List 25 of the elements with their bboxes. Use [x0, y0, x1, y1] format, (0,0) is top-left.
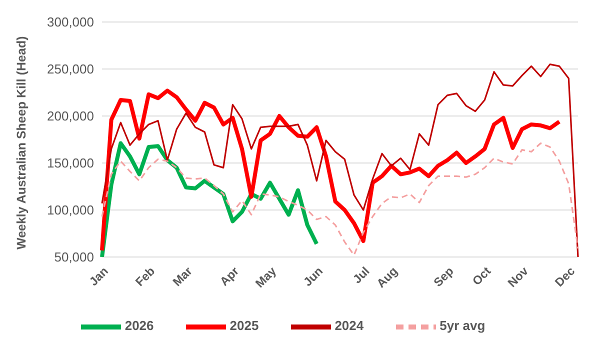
line-series	[101, 64, 579, 257]
line-series	[100, 88, 562, 252]
x-tick-label: Apr	[217, 264, 242, 289]
x-tick-label: Feb	[132, 264, 158, 290]
x-tick-label: Oct	[470, 264, 494, 288]
x-tick-label: Nov	[505, 264, 532, 290]
x-tick-label: Jul	[350, 264, 372, 286]
line-series	[101, 142, 579, 256]
x-tick-label: Jun	[300, 264, 326, 290]
x-tick-label: Aug	[374, 264, 400, 290]
y-tick-label: 50,000	[54, 250, 94, 265]
y-axis-title: Weekly Australian Sheep Kill (Head)	[14, 36, 28, 250]
legend-label: 2025	[230, 318, 259, 334]
legend-label: 2026	[124, 318, 154, 334]
y-tick-label: 300,000	[47, 14, 94, 30]
y-tick-label: 250,000	[47, 62, 94, 77]
legend-label: 5yr avg	[440, 318, 486, 334]
x-tick-label: Sep	[430, 264, 456, 290]
legend-label: 2024	[334, 318, 364, 334]
x-tick-label: Dec	[552, 264, 578, 290]
y-tick-label: 150,000	[47, 156, 94, 171]
x-tick-label: Jan	[86, 264, 111, 289]
x-tick-label: Mar	[170, 264, 196, 290]
y-tick-label: 100,000	[47, 202, 94, 218]
y-tick-label: 200,000	[47, 108, 94, 124]
